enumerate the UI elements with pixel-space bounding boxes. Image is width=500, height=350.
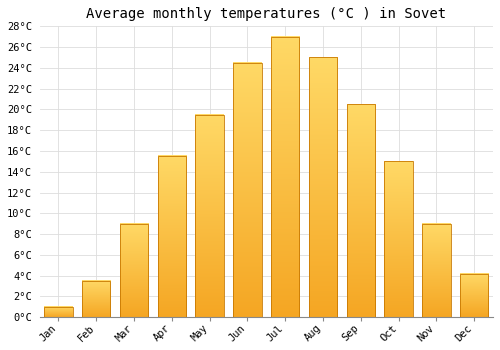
Title: Average monthly temperatures (°C ) in Sovet: Average monthly temperatures (°C ) in So… xyxy=(86,7,446,21)
Bar xyxy=(271,37,300,317)
Bar xyxy=(196,114,224,317)
Bar xyxy=(82,281,110,317)
Bar xyxy=(120,224,148,317)
Bar xyxy=(44,307,72,317)
Bar xyxy=(346,104,375,317)
Bar xyxy=(158,156,186,317)
Bar xyxy=(422,224,450,317)
Bar xyxy=(384,161,413,317)
Bar xyxy=(460,274,488,317)
Bar xyxy=(234,63,262,317)
Bar xyxy=(309,57,337,317)
